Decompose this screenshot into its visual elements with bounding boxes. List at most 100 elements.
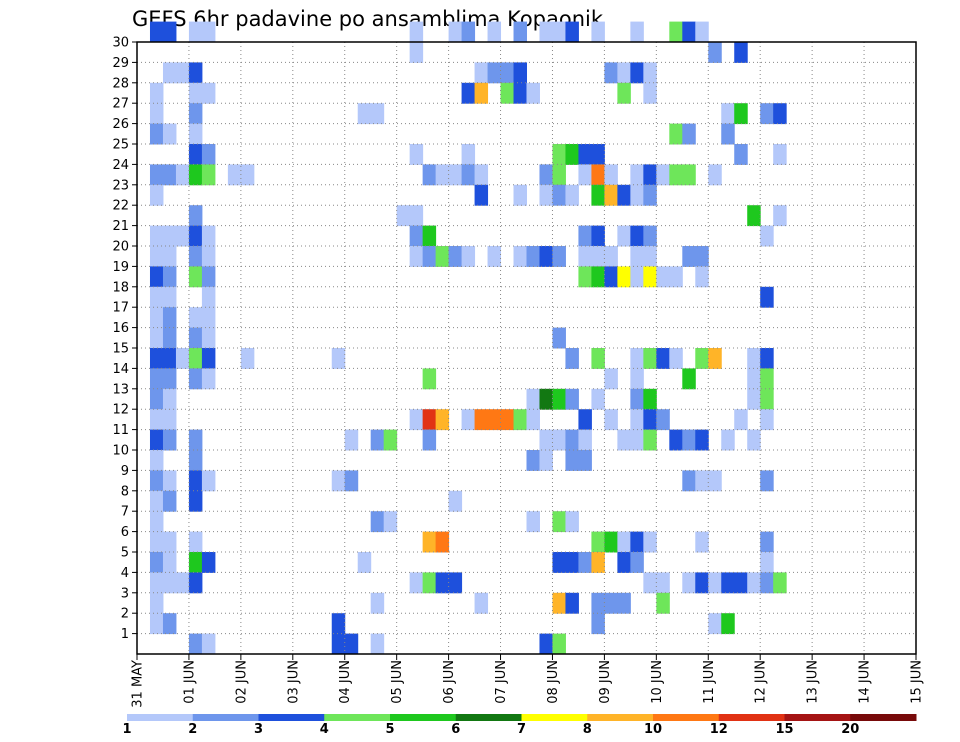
heatmap-cell — [162, 307, 177, 329]
heatmap-cell — [617, 531, 631, 553]
heatmap-cell — [656, 592, 670, 614]
heatmap-cell — [188, 633, 203, 655]
heatmap-cell — [370, 103, 385, 125]
heatmap-cell — [526, 409, 540, 431]
heatmap-cell — [396, 205, 411, 227]
heatmap-cell — [565, 21, 579, 43]
heatmap-cell — [461, 246, 476, 267]
heatmap-cell — [526, 388, 540, 410]
heatmap-cell — [487, 62, 502, 84]
heatmap-cell — [162, 348, 177, 369]
heatmap-cell — [552, 327, 566, 349]
heatmap-cell — [370, 429, 385, 451]
heatmap-cell — [695, 429, 709, 451]
heatmap-cell — [188, 21, 203, 43]
heatmap-cell — [565, 144, 579, 165]
heatmap-cell — [682, 470, 696, 492]
y-tick-label: 6 — [121, 525, 129, 540]
y-tick-label: 13 — [112, 382, 129, 397]
y-tick-label: 4 — [121, 566, 129, 581]
heatmap-cell — [578, 144, 592, 165]
heatmap-cell — [773, 205, 787, 227]
heatmap-cell — [149, 429, 164, 451]
x-tick-label: 14 JUN — [858, 660, 873, 704]
heatmap-cell — [201, 307, 216, 329]
y-tick-label: 16 — [112, 321, 129, 336]
heatmap-cell — [747, 429, 761, 451]
legend-swatch — [455, 714, 522, 721]
heatmap-cell — [591, 388, 605, 410]
heatmap-cell — [630, 62, 644, 84]
heatmap-cell — [591, 21, 605, 43]
x-axis: 31 MAY 01 JUN 02 JUN 03 JUN 04 JUN 05 JUN 06 J… — [131, 654, 925, 708]
heatmap-cell — [149, 266, 164, 288]
heatmap-cell — [552, 21, 566, 43]
heatmap-cell — [149, 164, 164, 186]
heatmap-cell — [734, 572, 748, 594]
heatmap-cell — [461, 21, 476, 43]
heatmap-cell — [643, 62, 657, 84]
legend-swatch — [390, 714, 457, 721]
heatmap-cell — [474, 592, 489, 614]
heatmap-cell — [630, 531, 644, 553]
x-tick-label: 05 JUN — [390, 660, 405, 704]
y-tick-label: 27 — [112, 97, 129, 112]
heatmap-cell — [630, 368, 644, 390]
heatmap-cell — [409, 572, 424, 594]
heatmap-cell — [175, 164, 190, 186]
heatmap-cell — [552, 592, 566, 614]
heatmap-cell — [578, 164, 592, 186]
heatmap-cell — [175, 572, 190, 594]
heatmap-cell — [201, 164, 216, 186]
heatmap-cell — [188, 103, 203, 125]
heatmap-cell — [474, 164, 489, 186]
heatmap-cell — [149, 490, 164, 512]
legend-swatch — [587, 714, 654, 721]
heatmap-cell — [539, 21, 553, 43]
heatmap-cell — [565, 511, 579, 533]
heatmap-cell — [461, 144, 476, 165]
heatmap-cell — [643, 164, 657, 186]
heatmap-cell — [695, 572, 709, 594]
heatmap-cell — [669, 21, 683, 43]
heatmap-cell — [682, 246, 696, 267]
heatmap-cell — [656, 572, 670, 594]
heatmap-cell — [539, 450, 553, 471]
heatmap-cell — [591, 592, 605, 614]
legend-swatch — [258, 714, 325, 721]
heatmap-cell — [760, 388, 774, 410]
heatmap-cell — [682, 429, 696, 451]
heatmap-cell — [149, 450, 164, 471]
heatmap-cell — [526, 450, 540, 471]
x-tick-label: 04 JUN — [338, 660, 353, 704]
y-tick-label: 17 — [112, 301, 129, 316]
heatmap-cell — [760, 572, 774, 594]
heatmap-cell — [708, 572, 722, 594]
heatmap-cell — [409, 144, 424, 165]
heatmap-cell — [734, 103, 748, 125]
heatmap-cell — [435, 246, 450, 267]
heatmap-cell — [162, 429, 177, 451]
heatmap-cell — [513, 21, 527, 43]
y-tick-label: 15 — [112, 342, 129, 357]
heatmap-cell — [188, 144, 203, 165]
heatmap-cell — [162, 470, 177, 492]
heatmap-cell — [149, 21, 164, 43]
heatmap-cell — [149, 307, 164, 329]
heatmap-cell — [630, 21, 644, 43]
heatmap-cell — [461, 409, 476, 431]
heatmap-cell — [643, 388, 657, 410]
heatmap-cell — [201, 225, 216, 247]
heatmap-cell — [656, 409, 670, 431]
heatmap-cell — [695, 246, 709, 267]
heatmap-cell — [708, 42, 722, 63]
heatmap-cell — [357, 552, 372, 573]
heatmap-cell — [630, 225, 644, 247]
heatmap-cell — [617, 82, 631, 104]
heatmap-cell — [422, 429, 437, 451]
heatmap-cell — [188, 470, 203, 492]
heatmap-cell — [188, 490, 203, 512]
heatmap-cell — [162, 490, 177, 512]
heatmap-cell — [526, 511, 540, 533]
heatmap-cell — [188, 246, 203, 267]
